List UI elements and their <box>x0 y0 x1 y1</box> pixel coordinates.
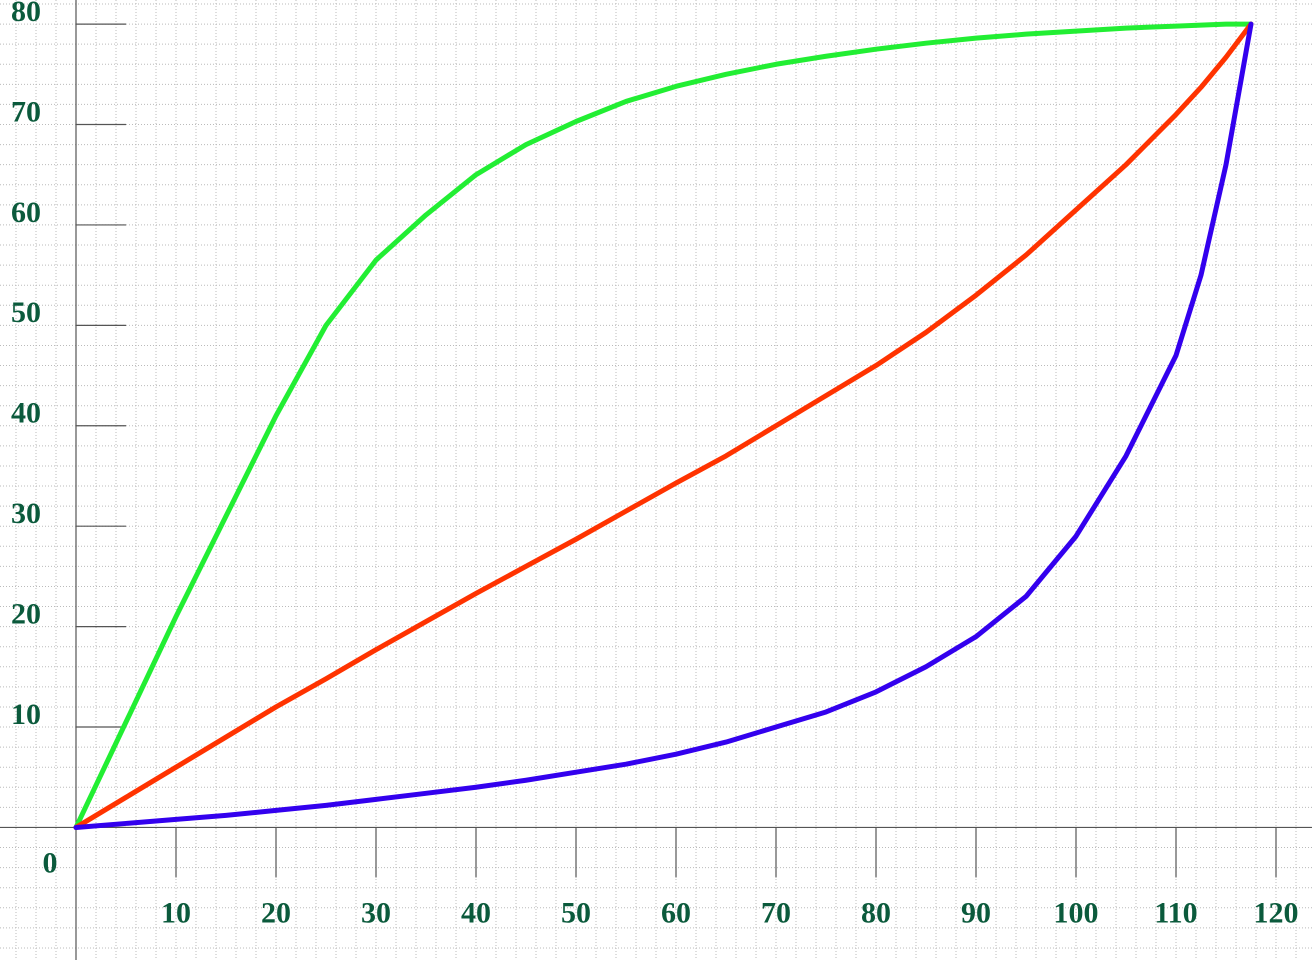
y-tick-label: 0 <box>43 846 58 879</box>
x-tick-label: 80 <box>861 896 891 929</box>
y-tick-label: 50 <box>11 296 41 329</box>
x-tick-label: 20 <box>261 896 291 929</box>
x-tick-label: 110 <box>1154 896 1197 929</box>
y-tick-label: 40 <box>11 397 41 430</box>
series-line <box>73 21 1254 830</box>
x-tick-label: 10 <box>161 896 191 929</box>
y-tick-label: 80 <box>11 0 41 28</box>
y-tick-label: 70 <box>11 95 41 128</box>
x-tick-label: 70 <box>761 896 791 929</box>
series-line <box>73 21 1254 830</box>
x-tick-label: 30 <box>361 896 391 929</box>
x-tick-label: 50 <box>561 896 591 929</box>
y-tick-label: 30 <box>11 497 41 530</box>
y-tick-label: 20 <box>11 598 41 631</box>
x-tick-label: 120 <box>1254 896 1299 929</box>
x-tick-label: 40 <box>461 896 491 929</box>
y-tick-label: 60 <box>11 196 41 229</box>
x-tick-label: 90 <box>961 896 991 929</box>
x-tick-label: 100 <box>1054 896 1099 929</box>
series-line <box>73 21 1254 830</box>
x-tick-label: 60 <box>661 896 691 929</box>
y-tick-label: 10 <box>11 698 41 731</box>
